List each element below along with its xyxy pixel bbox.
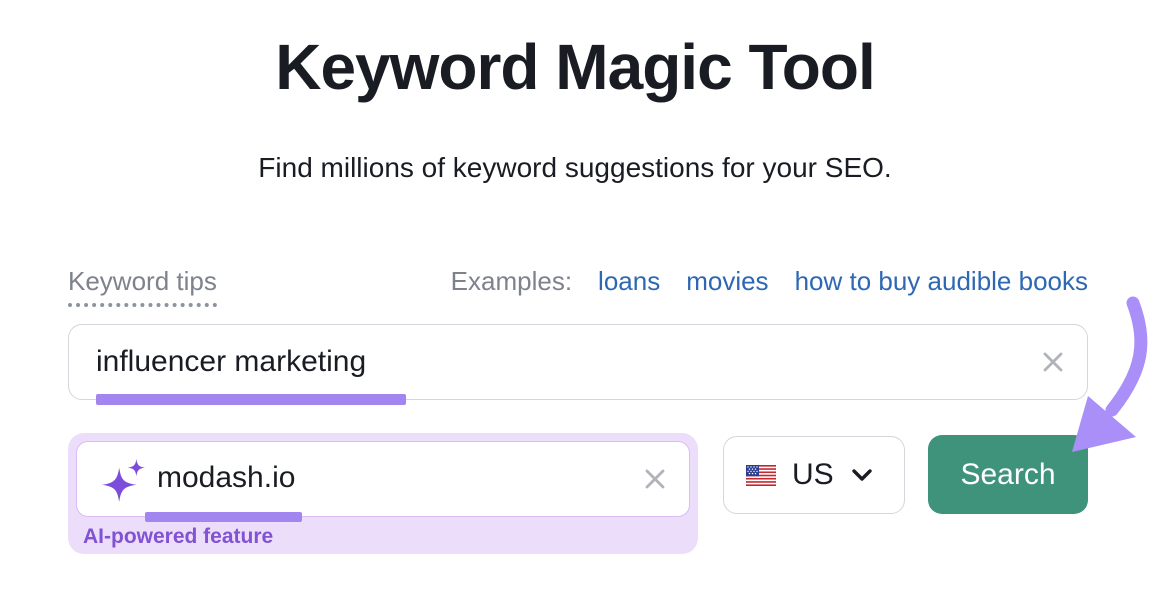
keyword-tips-link[interactable]: Keyword tips bbox=[68, 266, 217, 307]
keyword-input[interactable] bbox=[96, 325, 996, 399]
keyword-clear-button[interactable] bbox=[1039, 348, 1067, 376]
ai-input-box bbox=[76, 441, 690, 517]
example-link-audible[interactable]: how to buy audible books bbox=[794, 266, 1088, 296]
close-icon bbox=[645, 469, 665, 489]
database-value: US bbox=[792, 458, 834, 491]
ai-highlight-underline bbox=[145, 512, 302, 522]
examples-label: Examples: bbox=[450, 266, 573, 296]
ai-powered-label: AI-powered feature bbox=[83, 525, 274, 548]
keyword-input-box bbox=[68, 324, 1088, 405]
ai-clear-button[interactable] bbox=[641, 465, 669, 493]
example-link-loans[interactable]: loans bbox=[598, 266, 661, 296]
tips-row: Keyword tips Examples: loans movies how … bbox=[68, 266, 1088, 307]
keyword-highlight-underline bbox=[96, 394, 406, 405]
database-select[interactable]: US bbox=[723, 436, 905, 514]
ai-sparkle-icon bbox=[101, 458, 145, 502]
page-title: Keyword Magic Tool bbox=[275, 31, 876, 103]
us-flag-icon bbox=[746, 464, 776, 486]
examples-group: Examples: loans movies how to buy audibl… bbox=[451, 266, 1088, 297]
example-link-movies[interactable]: movies bbox=[686, 266, 769, 296]
ai-input-container: AI-powered feature bbox=[68, 433, 698, 554]
ai-domain-input[interactable] bbox=[157, 442, 637, 514]
chevron-down-icon bbox=[851, 469, 872, 481]
close-icon bbox=[1043, 352, 1063, 372]
page-subtitle: Find millions of keyword suggestions for… bbox=[258, 152, 892, 183]
search-button[interactable]: Search bbox=[928, 435, 1088, 514]
